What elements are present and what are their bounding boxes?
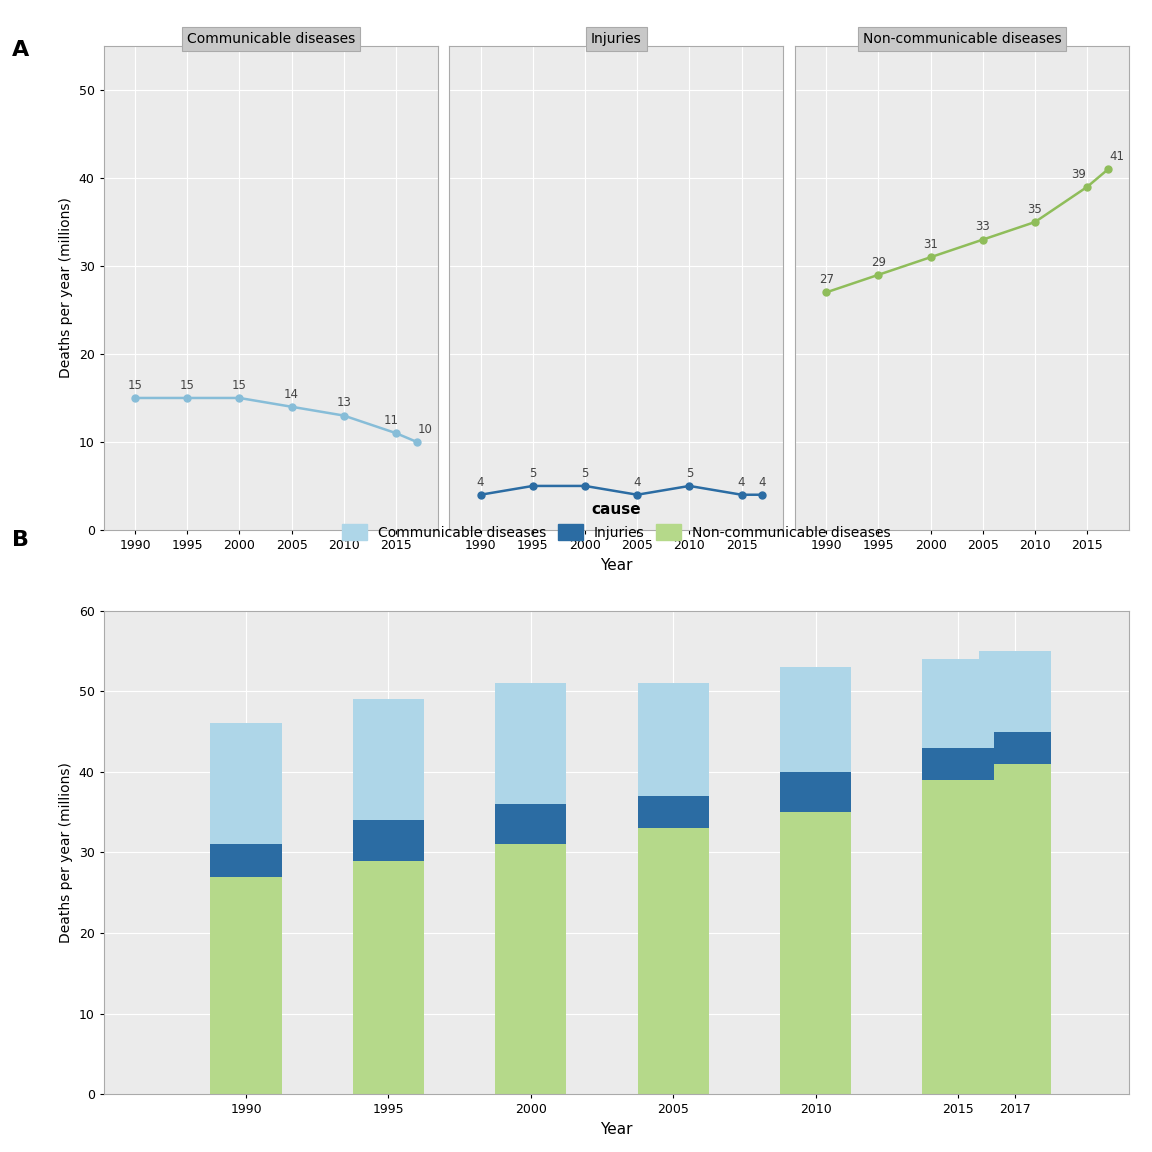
- Text: 5: 5: [529, 467, 537, 479]
- Text: 10: 10: [418, 423, 433, 435]
- Text: 4: 4: [737, 476, 745, 488]
- Bar: [638, 796, 708, 828]
- Bar: [353, 699, 424, 820]
- Bar: [923, 780, 994, 1094]
- Text: 41: 41: [1109, 150, 1124, 164]
- Bar: [923, 748, 994, 780]
- Text: 5: 5: [582, 467, 589, 479]
- Text: 15: 15: [180, 379, 195, 392]
- Text: 31: 31: [923, 238, 938, 251]
- Y-axis label: Deaths per year (millions): Deaths per year (millions): [59, 197, 73, 379]
- Text: 4: 4: [477, 476, 484, 488]
- Bar: [780, 772, 851, 812]
- Y-axis label: Deaths per year (millions): Deaths per year (millions): [59, 761, 73, 943]
- Text: 5: 5: [685, 467, 694, 479]
- Bar: [979, 764, 1051, 1094]
- X-axis label: Year: Year: [600, 1122, 632, 1137]
- Text: 15: 15: [128, 379, 143, 392]
- Bar: [495, 844, 567, 1094]
- Legend: Communicable diseases, Injuries, Non-communicable diseases: Communicable diseases, Injuries, Non-com…: [336, 497, 896, 546]
- Text: 13: 13: [336, 396, 351, 409]
- Bar: [638, 683, 708, 796]
- Bar: [780, 667, 851, 772]
- Text: 27: 27: [819, 273, 834, 286]
- Bar: [923, 659, 994, 748]
- Bar: [353, 820, 424, 861]
- Text: B: B: [12, 530, 29, 550]
- Bar: [353, 861, 424, 1094]
- Bar: [638, 828, 708, 1094]
- Text: 29: 29: [871, 256, 886, 268]
- Bar: [780, 812, 851, 1094]
- Bar: [495, 683, 567, 804]
- Text: Communicable diseases: Communicable diseases: [187, 32, 355, 46]
- Text: 33: 33: [976, 220, 991, 234]
- Text: A: A: [12, 40, 29, 60]
- Bar: [979, 732, 1051, 764]
- Text: 14: 14: [285, 387, 300, 401]
- Bar: [495, 804, 567, 844]
- Text: 39: 39: [1071, 168, 1086, 181]
- Text: Non-communicable diseases: Non-communicable diseases: [863, 32, 1061, 46]
- Bar: [211, 844, 282, 877]
- Bar: [211, 723, 282, 844]
- Text: 4: 4: [634, 476, 641, 488]
- Text: 4: 4: [759, 476, 766, 488]
- Text: Injuries: Injuries: [591, 32, 642, 46]
- Bar: [979, 651, 1051, 732]
- Bar: [211, 877, 282, 1094]
- X-axis label: Year: Year: [600, 558, 632, 573]
- Text: 35: 35: [1028, 203, 1043, 215]
- Text: 11: 11: [384, 414, 399, 427]
- Text: 15: 15: [232, 379, 247, 392]
